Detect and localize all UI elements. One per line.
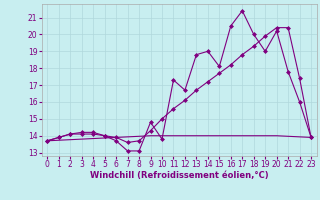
X-axis label: Windchill (Refroidissement éolien,°C): Windchill (Refroidissement éolien,°C) <box>90 171 268 180</box>
